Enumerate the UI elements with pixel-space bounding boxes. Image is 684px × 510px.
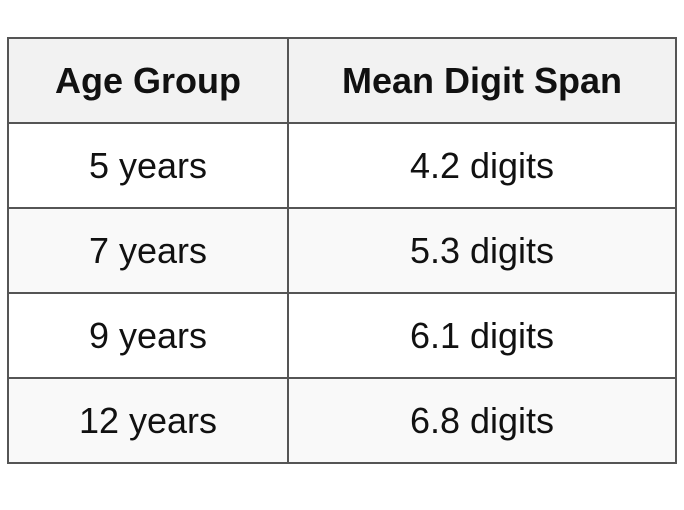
table-cell: 6.1 digits: [287, 292, 677, 379]
table-row: 12 years 6.8 digits: [7, 377, 677, 464]
table-row: 9 years 6.1 digits: [7, 292, 677, 379]
table-cell: 7 years: [7, 207, 289, 294]
table-cell: 5 years: [7, 122, 289, 209]
table-cell: 12 years: [7, 377, 289, 464]
header-cell: Age Group: [7, 37, 289, 124]
table-head: Age Group Mean Digit Span: [7, 37, 677, 124]
table-cell: 5.3 digits: [287, 207, 677, 294]
data-table: Age Group Mean Digit Span 5 years 4.2 dig…: [7, 37, 677, 464]
table-cell: 6.8 digits: [287, 377, 677, 464]
table-body: 5 years 4.2 digits 7 years 5.3 digits 9 year…: [7, 122, 677, 464]
table-cell: 9 years: [7, 292, 289, 379]
header-row: Age Group Mean Digit Span: [7, 37, 677, 124]
table-row: 7 years 5.3 digits: [7, 207, 677, 294]
header-cell: Mean Digit Span: [287, 37, 677, 124]
table-row: 5 years 4.2 digits: [7, 122, 677, 209]
table-cell: 4.2 digits: [287, 122, 677, 209]
